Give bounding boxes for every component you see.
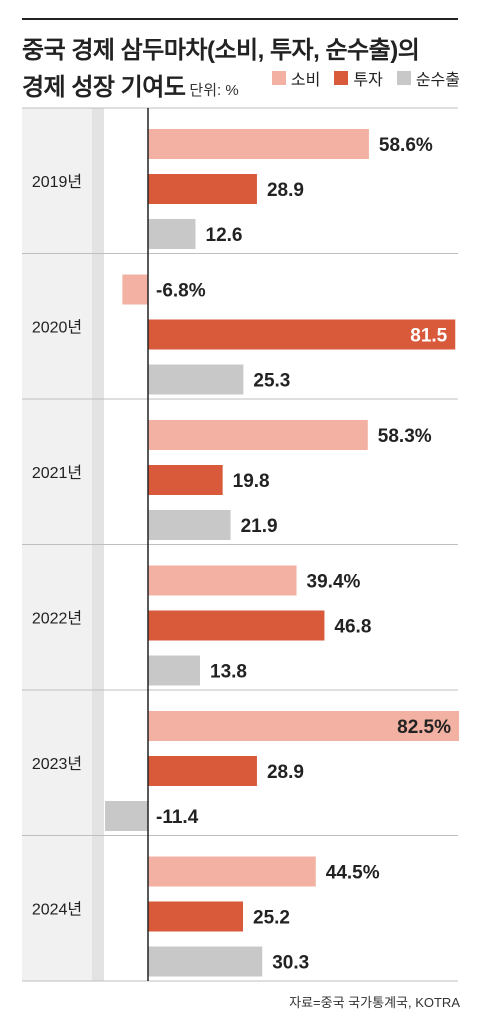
bar bbox=[148, 219, 196, 249]
data-label: 30.3 bbox=[272, 953, 309, 974]
legend-swatch-consumption bbox=[271, 71, 286, 85]
chart-title: 중국 경제 삼두마차(소비, 투자, 순수출)의 경제 성장 기여도 단위: % bbox=[22, 32, 462, 109]
legend-item-consumption: 소비 bbox=[271, 66, 321, 90]
top-rule bbox=[22, 18, 458, 20]
legend-label-net-exports: 순수출 bbox=[415, 72, 460, 89]
data-label: 19.8 bbox=[233, 471, 270, 492]
legend-item-investment: 투자 bbox=[334, 66, 383, 90]
data-label: -6.8% bbox=[156, 281, 206, 302]
bar bbox=[148, 129, 369, 159]
bar bbox=[148, 174, 257, 204]
data-label: 58.6% bbox=[379, 135, 433, 156]
bar bbox=[148, 946, 263, 977]
bar bbox=[148, 610, 325, 641]
data-label: -11.4 bbox=[156, 807, 199, 828]
data-label: 28.9 bbox=[267, 762, 304, 783]
year-label: 2024년 bbox=[32, 900, 82, 918]
bar bbox=[148, 465, 223, 495]
title-line-1: 중국 경제 삼두마차(소비, 투자, 순수출)의 bbox=[22, 37, 420, 64]
bar bbox=[148, 319, 456, 350]
unit-label: 단위: % bbox=[189, 82, 239, 99]
data-label: 58.3% bbox=[378, 426, 432, 447]
year-label: 2023년 bbox=[32, 755, 82, 773]
bar bbox=[148, 420, 368, 450]
legend-swatch-net-exports bbox=[396, 71, 411, 85]
data-label: 44.5% bbox=[326, 863, 380, 884]
data-label: 82.5% bbox=[397, 717, 451, 738]
bar bbox=[148, 655, 201, 686]
data-label: 81.5 bbox=[410, 326, 447, 347]
source-note: 자료=중국 국가통계국, KOTRA bbox=[289, 995, 460, 1010]
legend: 소비 투자 순수출 bbox=[258, 64, 460, 92]
data-label: 46.8 bbox=[334, 617, 371, 638]
bar bbox=[148, 711, 460, 741]
legend-swatch-investment bbox=[334, 71, 349, 85]
data-label: 28.9 bbox=[267, 180, 304, 201]
data-label: 39.4% bbox=[307, 572, 361, 593]
legend-label-consumption: 소비 bbox=[290, 72, 321, 89]
title-line-2-text: 경제 성장 기여도 bbox=[22, 74, 186, 101]
legend-item-net-exports: 순수출 bbox=[396, 66, 460, 90]
bar bbox=[105, 801, 148, 831]
title-line-2: 경제 성장 기여도 단위: % bbox=[22, 69, 462, 109]
bar bbox=[148, 856, 316, 887]
year-label: 2022년 bbox=[32, 609, 82, 627]
year-label: 2020년 bbox=[32, 318, 82, 336]
year-label: 2019년 bbox=[32, 173, 82, 191]
bar bbox=[148, 565, 297, 596]
bar bbox=[148, 510, 231, 540]
bar bbox=[122, 274, 148, 305]
bar bbox=[148, 901, 244, 932]
data-label: 25.2 bbox=[253, 908, 290, 929]
bar bbox=[148, 364, 244, 395]
year-label: 2021년 bbox=[32, 464, 82, 482]
data-label: 13.8 bbox=[210, 662, 247, 683]
data-label: 12.6 bbox=[206, 225, 243, 246]
legend-label-investment: 투자 bbox=[353, 72, 383, 89]
data-label: 25.3 bbox=[253, 371, 290, 392]
bar bbox=[148, 756, 257, 786]
data-label: 21.9 bbox=[241, 516, 278, 537]
